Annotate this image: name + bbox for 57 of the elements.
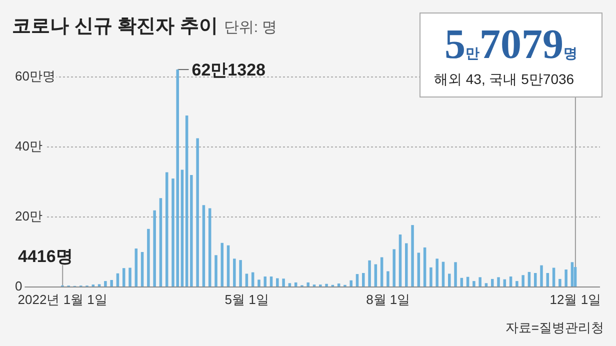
annotation: 5만7079명 [444, 22, 578, 68]
annotation: 62만1328 [192, 60, 266, 80]
bar [128, 268, 132, 287]
x-tick-label: 8월 1일 [366, 292, 410, 308]
annotation: 해외 43, 국내 5만7036 [434, 71, 574, 87]
bar [306, 282, 310, 287]
bar [276, 278, 279, 287]
bar [417, 252, 420, 287]
bar [258, 280, 260, 287]
bar [147, 228, 150, 287]
bar [239, 260, 242, 287]
bar [208, 208, 212, 287]
bar [214, 255, 218, 287]
bar [233, 258, 236, 287]
bar [398, 234, 402, 287]
bar [558, 278, 562, 287]
bar [180, 170, 184, 287]
y-tick-label: 40만 [15, 138, 42, 154]
bar [350, 280, 352, 287]
bar [522, 275, 524, 287]
y-tick-label: 20만 [15, 208, 42, 224]
bar [202, 205, 206, 287]
bar [411, 225, 414, 287]
bar [472, 281, 476, 287]
text: 단위: 명 [224, 19, 278, 36]
bar [153, 210, 156, 287]
bar [430, 267, 432, 287]
bar [190, 175, 193, 287]
bar [454, 262, 457, 287]
bar [386, 271, 390, 287]
text: 자료=질병관리청 [505, 320, 604, 335]
bar [368, 260, 371, 287]
bar [436, 258, 438, 287]
bar [104, 281, 107, 287]
bar [564, 270, 568, 287]
bar [264, 276, 267, 287]
bar [110, 280, 113, 287]
x-tick-label: 5월 1일 [224, 292, 269, 308]
x-tick-label: 12월 1일 [550, 292, 602, 308]
bar [478, 277, 482, 287]
bar [159, 198, 162, 287]
x-tick-label: 2022년 1월 1일 [18, 292, 108, 308]
bar [497, 277, 500, 287]
bar [196, 138, 199, 287]
annotation: 4416명 [18, 247, 73, 266]
bar [185, 116, 188, 287]
bar [405, 243, 408, 287]
bar [392, 249, 396, 287]
bar [220, 242, 224, 287]
bar [362, 273, 365, 287]
y-tick-label: 60만명 [15, 68, 56, 84]
bar [516, 281, 518, 287]
bar [165, 172, 168, 287]
text: 코로나 신규 확진자 추이 [12, 16, 218, 37]
bar [540, 265, 543, 287]
bar [448, 274, 451, 287]
bar [282, 278, 285, 287]
